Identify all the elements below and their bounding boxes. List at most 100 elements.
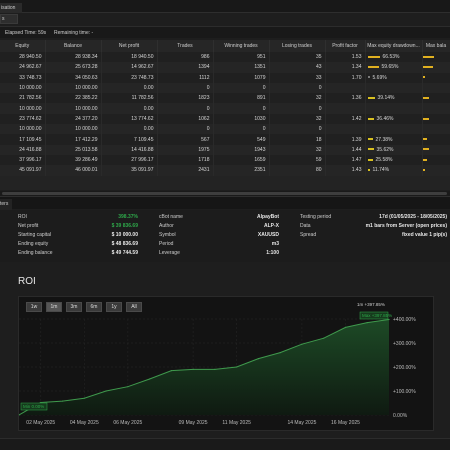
roi-point [148,378,151,380]
cell-max-balance-drawdown [422,93,450,104]
roi-point [344,326,347,328]
cell-win: 951 [213,52,270,63]
table-row[interactable]: 21 782.56 22 385.22 11 782.56 1823 891 32 1.36… [0,93,450,104]
x-tick-label: 02 May 2025 [26,420,55,426]
cell-trades: 0 [157,103,214,114]
cell-net: 0.00 [101,82,158,94]
cell-net: 7 109.45 [101,134,158,145]
roi-point [127,386,129,388]
cell-trades: 567 [157,134,214,145]
horizontal-scrollbar[interactable] [0,191,450,196]
table-row[interactable]: 33 748.73 34 050.63 23 748.73 1112 1079 33 1.7… [0,72,450,83]
grid-header-row: Equity Balance Net profit Trades Winning… [0,40,450,52]
cell-equity: 23 774.62 [0,113,46,125]
cell-max-equity-drawdown: 5.69% [365,72,423,83]
table-row[interactable]: 37 996.17 39 286.49 27 996.17 1718 1659 59 1.4… [0,154,450,166]
cell-win: 549 [213,134,270,145]
footer-bar [0,438,450,450]
cell-max-balance-drawdown [422,82,450,94]
cell-lose: 32 [269,144,326,155]
cell-equity: 45 091.97 [0,165,46,176]
detail-roi: ROI 398.37% [18,214,138,220]
cell-lose: 33 [269,72,326,83]
cell-balance: 10 000.00 [45,103,102,114]
table-row[interactable]: 28 940.50 28 938.34 18 940.50 986 951 35 1.53 6… [0,52,450,63]
col-header-max-balance-drawdown[interactable]: Max bala [422,40,450,52]
cell-max-equity-drawdown: 35.62% [365,144,423,155]
remaining-time: Remaining time: - [54,30,94,36]
cell-max-balance-drawdown [422,72,450,83]
detail-testing-period: Testing period 17d (01/05/2025 - 18/05/20… [300,214,447,220]
cell-net: 23 748.73 [101,72,158,83]
chart-legend: 1m +397.85% [357,302,385,307]
cell-win: 1079 [213,72,270,83]
roi-point [257,358,260,360]
range-button-1w[interactable]: 1w [26,302,42,312]
cell-net: 11 782.56 [101,93,158,104]
roi-line [19,319,390,416]
cell-trades: 1823 [157,93,214,104]
table-row[interactable]: 23 774.62 24 377.20 13 774.62 1062 1030 32 1.4… [0,113,450,125]
cell-max-equity-drawdown [365,103,423,114]
table-row[interactable]: 45 091.97 46 000.01 35 091.97 2431 2351 80 1.4… [0,165,450,176]
toolbar: s [0,13,450,25]
col-header-net-profit[interactable]: Net profit [101,40,158,52]
tab-optimisation[interactable]: isation [0,3,22,13]
table-row[interactable]: 10 000.00 10 000.00 0.00 0 0 0 [0,82,450,94]
toolbar-button[interactable]: s [0,14,18,24]
cell-max-balance-drawdown [422,113,450,125]
cell-balance: 24 377.20 [45,113,102,125]
col-header-max-equity-drawdown[interactable]: Max equity drawdown... [365,40,423,52]
range-button-1y[interactable]: 1y [106,302,122,312]
col-header-equity[interactable]: Equity [0,40,46,52]
col-header-winning-trades[interactable]: Winning trades [213,40,270,52]
cell-max-balance-drawdown [422,103,450,114]
table-row[interactable]: 10 000.00 10 000.00 0.00 0 0 0 [0,124,450,135]
cell-max-equity-drawdown: 11.74% [365,165,423,176]
balance-drawdown-bar [422,169,425,172]
detail-author: Author ALP-X [159,223,279,229]
table-row[interactable]: 10 000.00 10 000.00 0.00 0 0 0 [0,103,450,114]
col-header-profit-factor[interactable]: Profit factor [325,40,366,52]
details-col-test: Testing period 17d (01/05/2025 - 18/05/20… [300,214,447,241]
cell-equity: 10 000.00 [0,124,46,135]
range-button-all[interactable]: All [126,302,142,312]
cell-win: 2351 [213,165,270,176]
cell-balance: 28 938.34 [45,52,102,63]
roi-area [19,319,389,415]
roi-point [366,322,368,324]
cell-trades: 1394 [157,62,214,73]
roi-point [323,337,325,339]
roi-chart-card: 0.00% +100.00% +200.00% +300.00% +400.00% 02 … [18,296,434,431]
drawdown-bar [367,138,373,141]
roi-point [105,390,107,392]
cell-trades: 1112 [157,72,214,83]
tab-parameters[interactable]: ters [0,199,12,210]
roi-chart: 0.00% +100.00% +200.00% +300.00% +400.00% 02 … [19,302,416,426]
roi-title: ROI [18,276,36,287]
drawdown-value: 35.62% [376,146,394,153]
range-button-6m[interactable]: 6m [86,302,102,312]
x-tick-label: 09 May 2025 [179,420,208,426]
details-col-results: ROI 398.37% Net profit $ 39 836.69 Startin… [18,214,138,259]
balance-drawdown-bar [422,76,425,79]
col-header-losing-trades[interactable]: Losing trades [269,40,326,52]
col-header-trades[interactable]: Trades [157,40,214,52]
detail-data: Data m1 bars from Server (open prices) [300,223,447,229]
cell-max-balance-drawdown [422,124,450,135]
table-row[interactable]: 17 109.45 17 412.29 7 109.45 567 549 18 1.39 27… [0,134,450,145]
table-row[interactable]: 24 416.88 25 013.58 14 416.88 1975 1943 32 1.4… [0,144,450,155]
min-badge [20,402,48,411]
cell-lose: 32 [269,113,326,125]
cell-trades: 0 [157,82,214,94]
range-button-3m[interactable]: 3m [66,302,82,312]
scrollbar-thumb[interactable] [2,192,447,195]
roi-point [19,414,20,416]
table-row[interactable]: 24 962.67 25 673.28 14 962.67 1394 1351 43 1.3… [0,62,450,73]
range-button-1m[interactable]: 1m [46,302,62,312]
col-header-balance[interactable]: Balance [45,40,102,52]
cell-max-equity-drawdown: 36.46% [365,113,423,125]
detail-net-profit: Net profit $ 39 836.69 [18,223,138,229]
detail-cbot-name: cBot name AlpayBot [159,214,279,220]
cell-max-balance-drawdown [422,134,450,145]
